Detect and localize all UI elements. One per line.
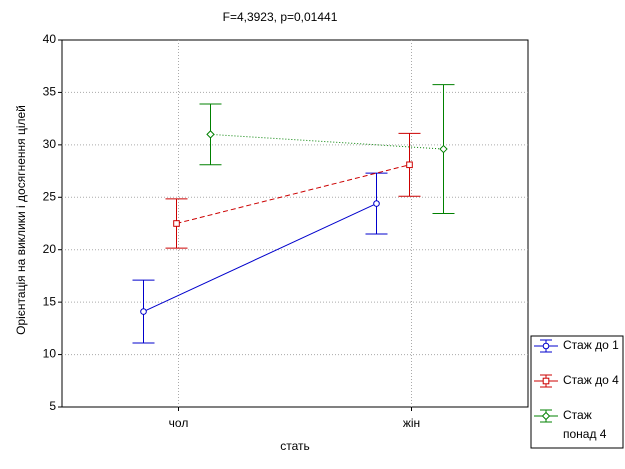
marker [140,308,147,315]
marker [206,130,215,139]
legend-label: Стаж понад 4 [563,408,607,441]
marker [406,161,413,169]
series-line [210,133,444,150]
series-line [143,203,377,313]
marker [542,342,550,350]
x-tick-label: чол [169,416,189,430]
marker [542,377,550,385]
plot-frame [61,39,529,408]
marker [439,144,448,154]
series-line [176,164,410,224]
y-tick-label: 10 [43,347,57,361]
y-tick-label: 35 [43,85,57,99]
y-tick-label: 5 [49,399,56,413]
marker [173,220,180,227]
chart-title: F=4,3923, p=0,01441 [223,10,338,24]
marker [373,200,380,207]
x-axis-label: стать [280,439,310,453]
marker [541,411,551,421]
legend-label: Стаж до 1 [563,338,619,352]
y-axis-label: Орієнтація на виклики і досягнення цілей [14,105,28,335]
y-tick-label: 40 [43,32,57,46]
x-tick-label: жін [403,416,420,430]
legend-frame [530,335,624,449]
y-tick-label: 20 [43,242,57,256]
legend-label: Стаж до 4 [563,373,619,387]
y-tick-label: 30 [43,137,57,151]
y-tick-label: 25 [43,189,57,203]
y-tick-label: 15 [43,294,57,308]
